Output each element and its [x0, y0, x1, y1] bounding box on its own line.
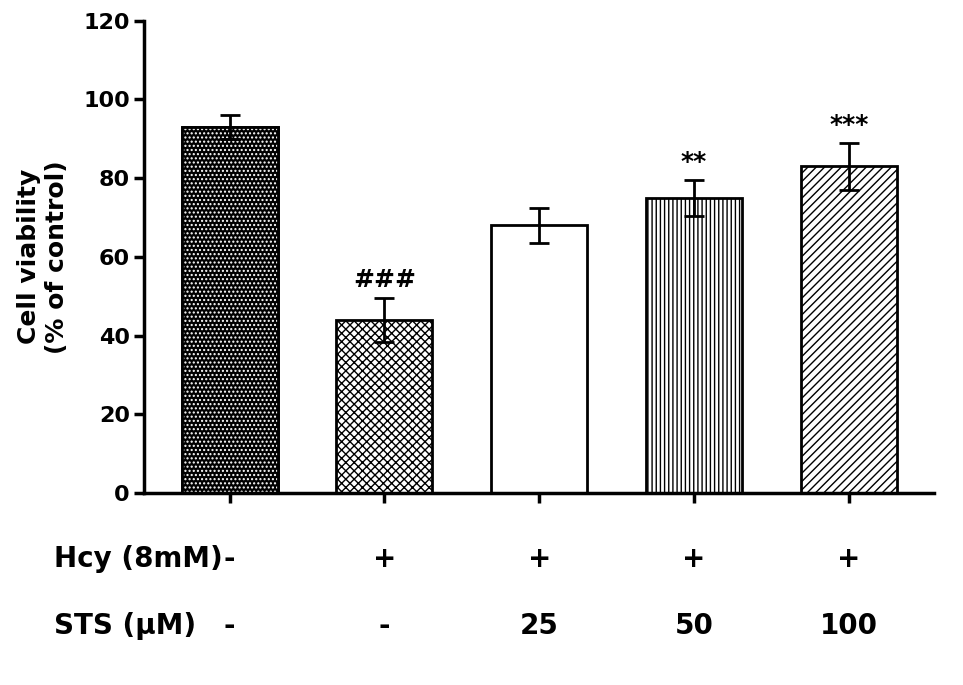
Bar	[182, 127, 277, 493]
Text: Hcy (8mM): Hcy (8mM)	[54, 545, 222, 573]
Bar	[801, 166, 897, 493]
Text: +: +	[837, 545, 861, 573]
Y-axis label: Cell viability
(% of control): Cell viability (% of control)	[17, 160, 69, 353]
Bar	[491, 225, 587, 493]
Text: 100: 100	[820, 612, 878, 640]
Text: -: -	[223, 545, 235, 573]
Bar	[646, 198, 742, 493]
Text: +: +	[373, 545, 396, 573]
Text: -: -	[223, 612, 235, 640]
Text: **: **	[681, 150, 707, 174]
Text: 50: 50	[675, 612, 714, 640]
Text: +: +	[683, 545, 706, 573]
Text: ###: ###	[353, 269, 416, 292]
Bar	[182, 127, 277, 493]
Text: STS (μM): STS (μM)	[54, 612, 195, 640]
Bar	[336, 320, 432, 493]
Text: +: +	[528, 545, 551, 573]
Bar	[182, 127, 277, 493]
Text: -: -	[378, 612, 390, 640]
Text: 25: 25	[520, 612, 559, 640]
Text: ***: ***	[829, 113, 869, 137]
